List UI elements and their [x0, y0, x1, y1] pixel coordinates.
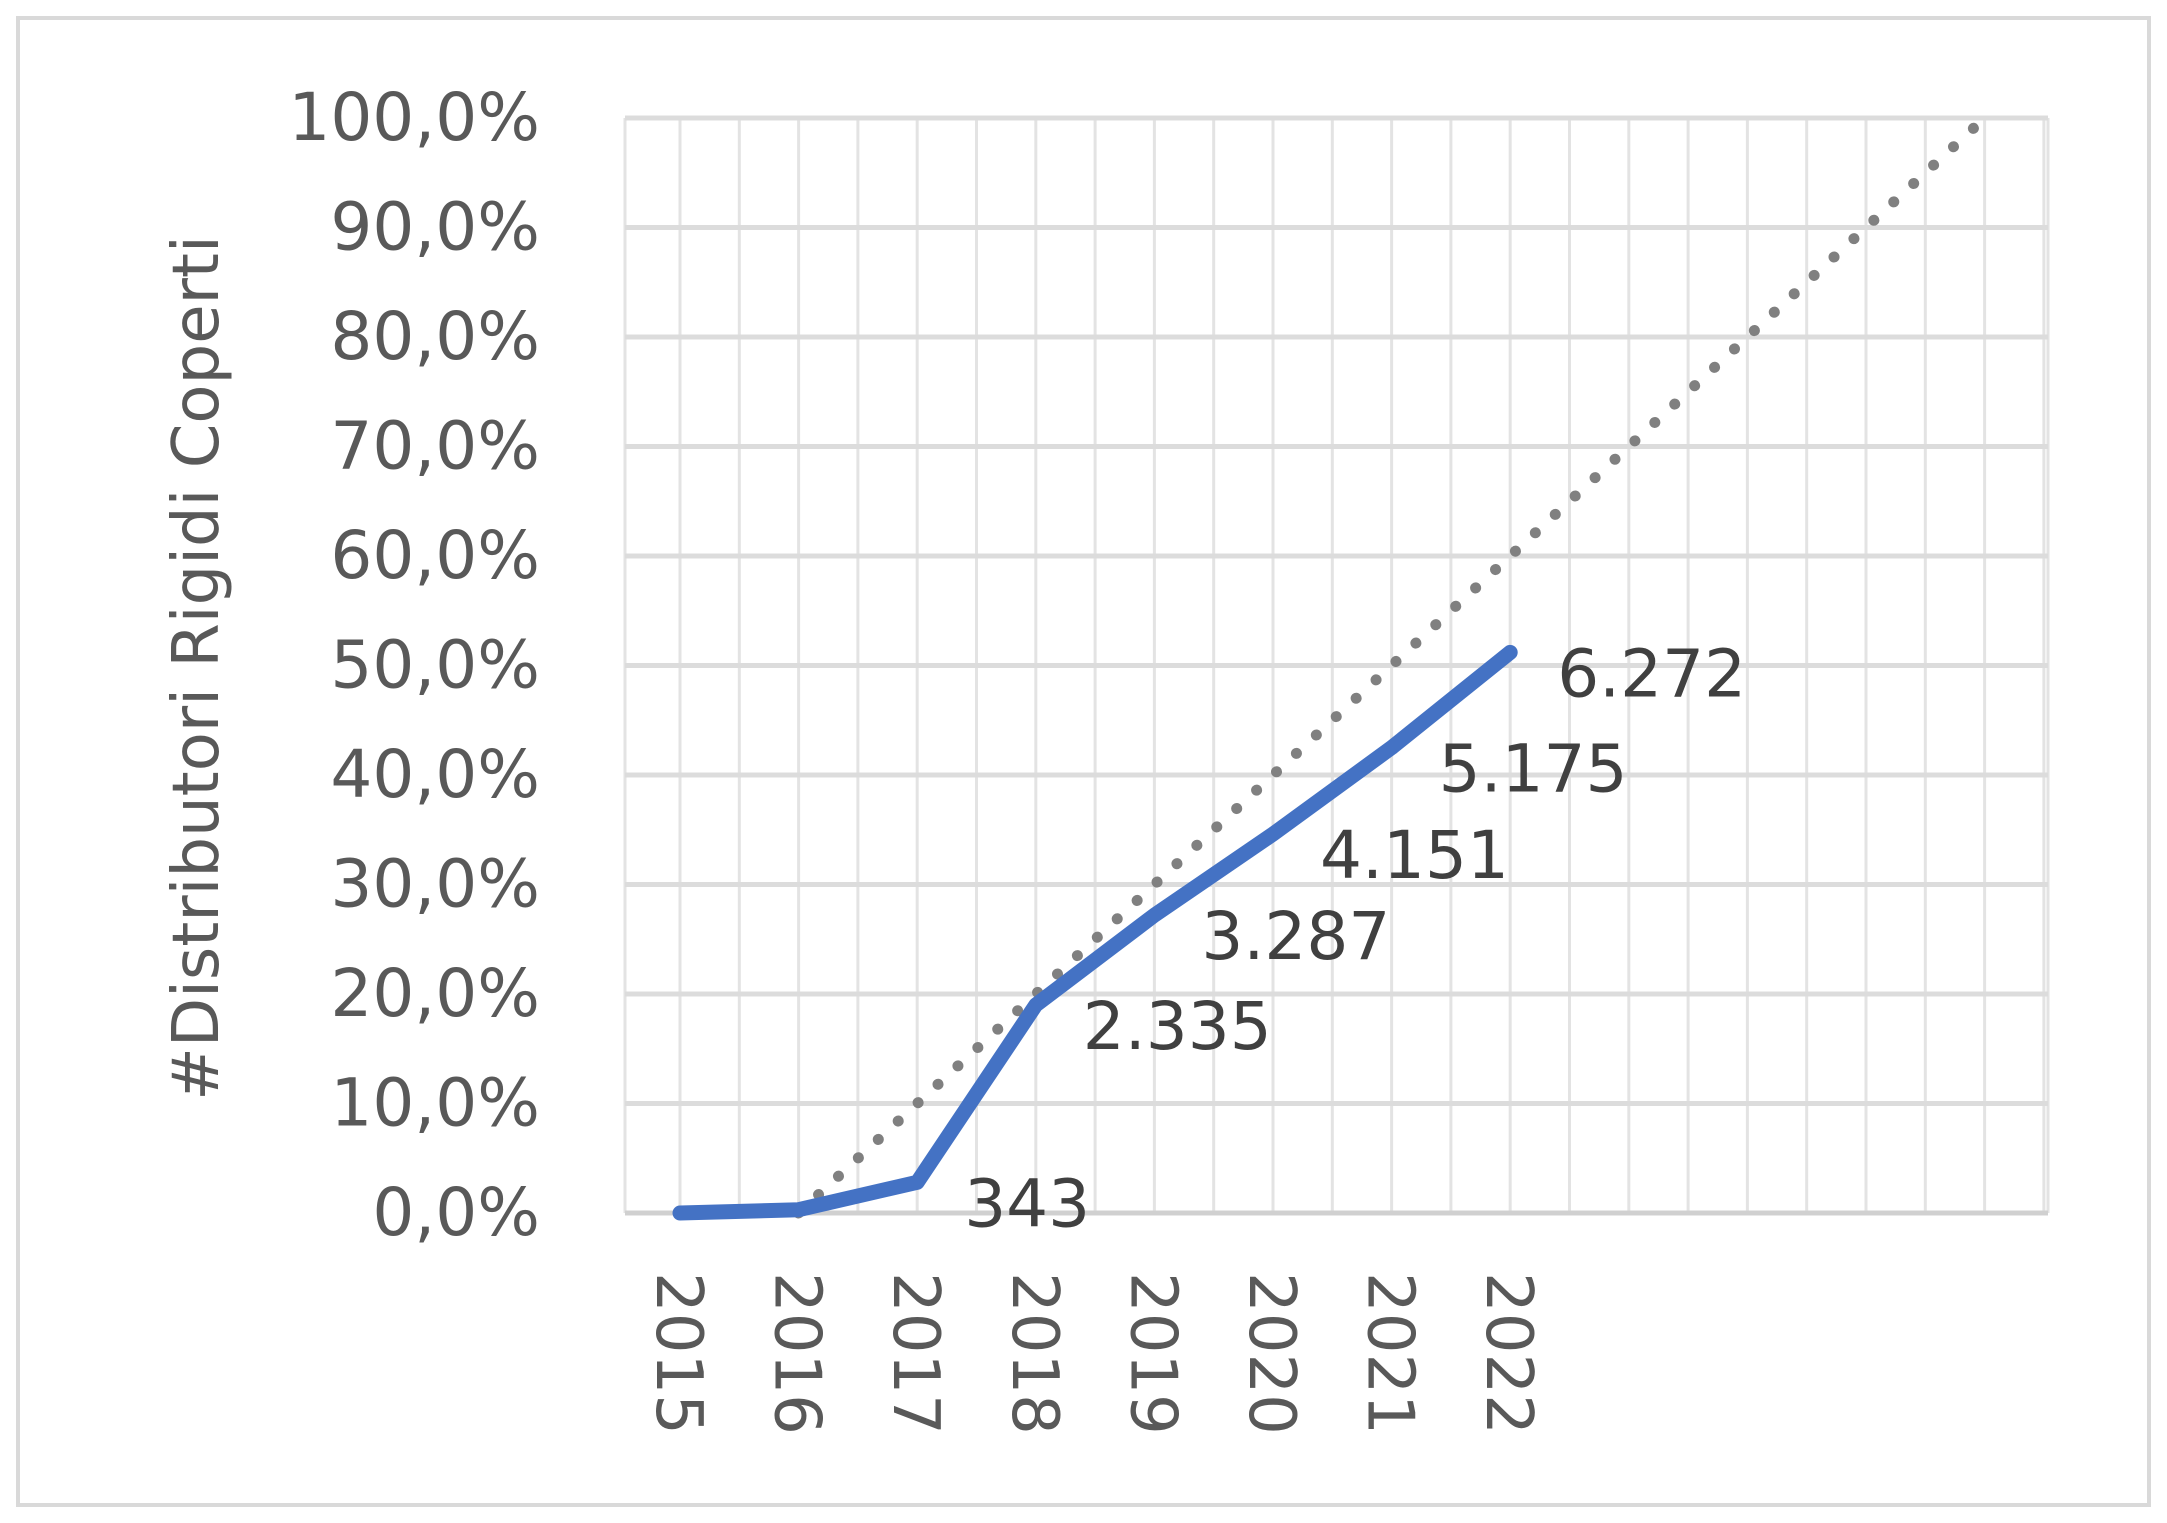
y-tick-label: 70,0%: [330, 408, 540, 485]
x-tick-label: 2015: [641, 1272, 715, 1435]
data-label: 2.335: [1083, 988, 1272, 1065]
x-tick-label: 2022: [1471, 1272, 1545, 1435]
y-tick-label: 10,0%: [330, 1065, 540, 1142]
chart-frame: [16, 16, 2151, 1507]
x-tick-label: 2021: [1353, 1272, 1427, 1435]
data-label: 3.287: [1201, 898, 1390, 975]
x-tick-label: 2016: [760, 1272, 834, 1435]
grid: [623, 115, 2050, 1216]
x-tick-label: 2018: [997, 1272, 1071, 1435]
y-tick-label: 90,0%: [330, 189, 540, 266]
y-tick-label: 100,0%: [288, 79, 540, 156]
x-tick-label: 2020: [1234, 1272, 1308, 1435]
y-tick-label: 60,0%: [330, 517, 540, 594]
data-label: 343: [964, 1165, 1090, 1242]
y-axis-label: #Distributori Rigidi Coperti: [160, 235, 234, 1101]
y-axis-ticks: 0,0% 10,0% 20,0% 30,0% 40,0% 50,0% 60,0% 70,0% 8…: [288, 79, 540, 1251]
data-label: 4.151: [1320, 817, 1509, 894]
y-tick-label: 30,0%: [330, 846, 540, 923]
x-axis-ticks: 2015 2016 2017 2018 2019 2020 2021 2022: [641, 1272, 1545, 1435]
y-tick-label: 50,0%: [330, 627, 540, 704]
series: [672, 644, 1518, 1221]
y-tick-label: 80,0%: [330, 298, 540, 375]
trendline: [793, 112, 1991, 1219]
series-line: [672, 644, 1518, 1221]
y-tick-label: 40,0%: [330, 736, 540, 813]
y-tick-label: 0,0%: [372, 1174, 540, 1251]
x-tick-label: 2019: [1115, 1272, 1189, 1435]
data-label: 6.272: [1557, 635, 1746, 712]
trendline-line: [793, 112, 1991, 1219]
y-tick-label: 20,0%: [330, 955, 540, 1032]
data-label: 5.175: [1439, 731, 1628, 808]
x-tick-label: 2017: [878, 1272, 952, 1435]
